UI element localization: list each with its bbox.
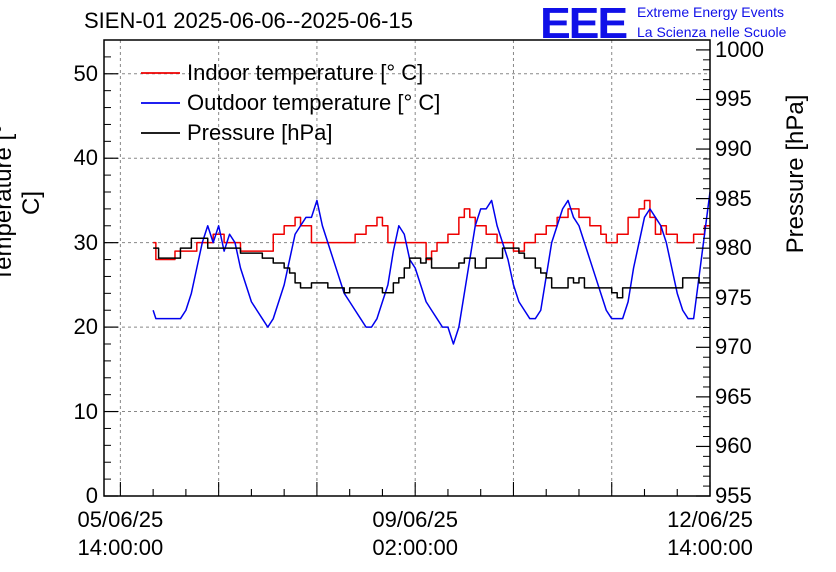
indoor-temperature-line <box>153 199 710 261</box>
y-right-tick-label: 975 <box>715 284 752 310</box>
legend-label-pressure: Pressure [hPa] <box>187 120 333 145</box>
eee-logo: EEE <box>539 0 628 48</box>
series-layer <box>152 191 711 345</box>
y-right-tick-label: 960 <box>715 433 752 459</box>
y-right-tick-label: 1000 <box>715 36 764 62</box>
x-tick-label: 09/06/25 02:00:00 <box>345 506 485 562</box>
x-tick-date: 05/06/25 <box>77 507 164 532</box>
y-right-tick-label: 985 <box>715 185 752 211</box>
chart-title: SIEN-01 2025-06-06--2025-06-15 <box>84 8 413 33</box>
y-right-tick-label: 990 <box>715 136 752 162</box>
axis-ticks <box>104 49 711 497</box>
y-left-tick-label: 50 <box>73 60 98 86</box>
y-right-tick-label: 965 <box>715 383 752 409</box>
x-tick-date: 09/06/25 <box>372 507 458 532</box>
x-tick-time: 14:00:00 <box>667 535 753 560</box>
y-axis-left-label: Temperature [° C] <box>0 124 45 282</box>
y-axis-right-label: Pressure [hPa] <box>782 94 809 254</box>
y-right-tick-label: 980 <box>715 235 752 261</box>
x-tick-time: 14:00:00 <box>77 535 164 560</box>
logo-subtitle-2: La Scienza nelle Scuole <box>637 24 787 40</box>
y-left-tick-label: 40 <box>73 145 98 171</box>
y-right-tick-label: 970 <box>715 334 752 360</box>
outdoor-temperature-line <box>152 191 711 345</box>
y-left-tick-label: 0 <box>85 483 98 508</box>
logo-subtitle-1: Extreme Energy Events <box>637 4 785 20</box>
y-right-tick-label: 955 <box>715 483 752 508</box>
y-left-tick-label: 20 <box>73 314 98 340</box>
y-left-tick-label: 30 <box>73 229 98 255</box>
legend-label-indoor: Indoor temperature [° C] <box>187 60 424 85</box>
legend <box>141 72 180 134</box>
x-tick-label: 05/06/25 14:00:00 <box>50 506 190 562</box>
pressure-line <box>153 237 710 299</box>
legend-label-outdoor: Outdoor temperature [° C] <box>187 90 441 115</box>
x-tick-date: 12/06/25 <box>667 507 753 532</box>
x-tick-label: 12/06/25 14:00:00 <box>640 506 780 562</box>
x-tick-time: 02:00:00 <box>372 535 458 560</box>
y-left-tick-label: 10 <box>73 398 98 424</box>
y-right-tick-label: 995 <box>715 86 752 112</box>
